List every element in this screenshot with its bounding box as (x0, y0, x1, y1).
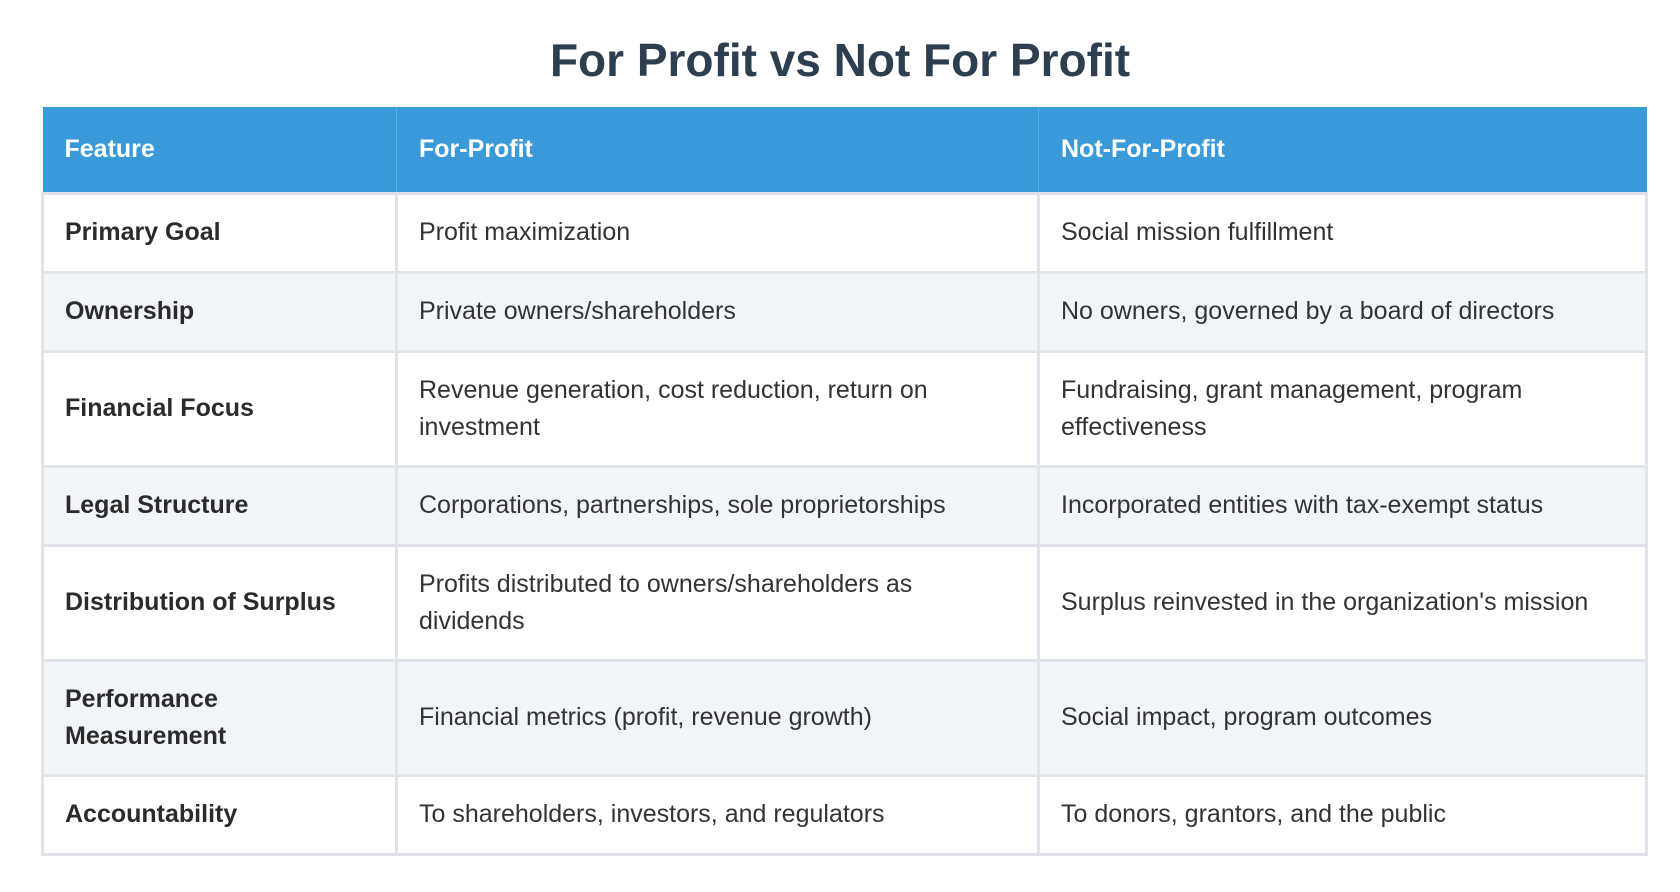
for-profit-cell: To shareholders, investors, and regulato… (395, 773, 1040, 856)
feature-cell: Performance Measurement (41, 658, 398, 777)
table-row: Performance Measurement Financial metric… (41, 658, 1648, 777)
not-for-profit-cell: Social impact, program outcomes (1037, 658, 1648, 777)
not-for-profit-cell: To donors, grantors, and the public (1037, 773, 1648, 856)
not-for-profit-cell: No owners, governed by a board of direct… (1037, 270, 1648, 353)
for-profit-cell: Corporations, partnerships, sole proprie… (395, 464, 1040, 547)
comparison-table: Feature For-Profit Not-For-Profit Primar… (41, 107, 1648, 856)
table-header-row: Feature For-Profit Not-For-Profit (42, 107, 1647, 193)
not-for-profit-cell: Incorporated entities with tax-exempt st… (1037, 464, 1648, 547)
feature-cell: Financial Focus (41, 349, 398, 468)
table-row: Ownership Private owners/shareholders No… (41, 270, 1648, 353)
for-profit-cell: Profit maximization (395, 191, 1040, 274)
feature-cell: Distribution of Surplus (41, 543, 398, 662)
for-profit-cell: Financial metrics (profit, revenue growt… (395, 658, 1040, 777)
not-for-profit-cell: Social mission fulfillment (1037, 191, 1648, 274)
feature-cell: Accountability (41, 773, 398, 856)
table-row: Accountability To shareholders, investor… (41, 773, 1648, 856)
not-for-profit-cell: Fundraising, grant management, program e… (1037, 349, 1648, 468)
table-row: Primary Goal Profit maximization Social … (41, 191, 1648, 274)
for-profit-cell: Profits distributed to owners/shareholde… (395, 543, 1040, 662)
not-for-profit-cell: Surplus reinvested in the organization's… (1037, 543, 1648, 662)
column-header-feature: Feature (42, 107, 397, 193)
feature-cell: Primary Goal (41, 191, 398, 274)
table-row: Distribution of Surplus Profits distribu… (41, 543, 1648, 662)
for-profit-cell: Revenue generation, cost reduction, retu… (395, 349, 1040, 468)
page-title: For Profit vs Not For Profit (549, 34, 1131, 86)
for-profit-cell: Private owners/shareholders (395, 270, 1040, 353)
column-header-not-for-profit: Not-For-Profit (1038, 107, 1647, 193)
column-header-for-profit: For-Profit (396, 107, 1039, 193)
table-row: Legal Structure Corporations, partnershi… (41, 464, 1648, 547)
feature-cell: Legal Structure (41, 464, 398, 547)
feature-cell: Ownership (41, 270, 398, 353)
table-row: Financial Focus Revenue generation, cost… (41, 349, 1648, 468)
